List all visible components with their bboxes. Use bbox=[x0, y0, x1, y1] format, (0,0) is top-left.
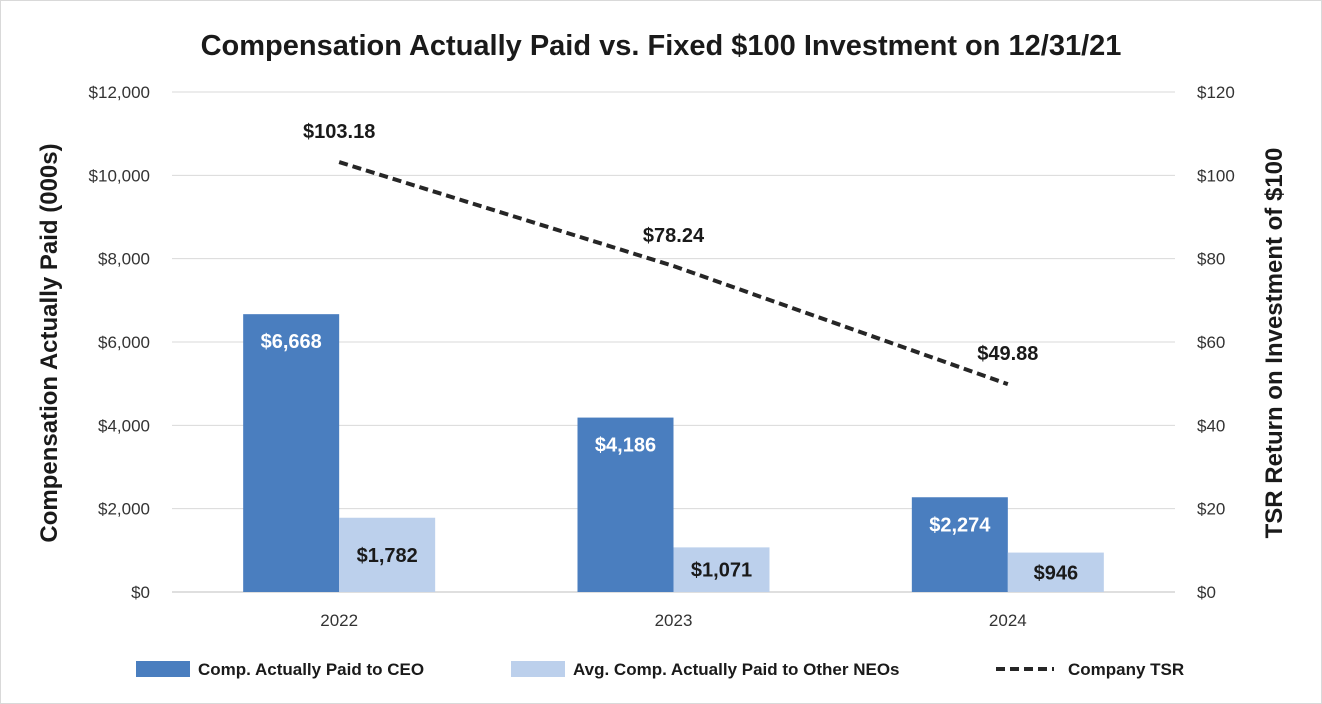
right-tick-label: $80 bbox=[1197, 250, 1225, 269]
right-tick-label: $100 bbox=[1197, 166, 1235, 185]
ceo-bar bbox=[911, 497, 1008, 592]
x-axis: 2022 2023 2024 bbox=[320, 611, 1026, 630]
right-tick-label: $120 bbox=[1197, 83, 1235, 102]
right-tick-label: $20 bbox=[1197, 500, 1225, 519]
x-tick-label: 2024 bbox=[989, 611, 1027, 630]
chart-title: Compensation Actually Paid vs. Fixed $10… bbox=[201, 30, 1122, 62]
ceo-bar-label: $2,274 bbox=[929, 514, 991, 536]
x-tick-label: 2022 bbox=[320, 611, 358, 630]
bars: $6,668 $1,782 $4,186 $1,071 $2,274 $946 bbox=[243, 314, 1104, 592]
neo-bar bbox=[1007, 552, 1104, 592]
tsr-data-label: $78.24 bbox=[643, 225, 705, 247]
legend-label: Company TSR bbox=[1068, 660, 1184, 679]
left-tick-label: $10,000 bbox=[89, 166, 150, 185]
right-axis: $0 $20 $40 $60 $80 $100 $120 bbox=[1197, 83, 1235, 602]
left-tick-label: $12,000 bbox=[89, 83, 150, 102]
right-tick-label: $0 bbox=[1197, 583, 1216, 602]
legend-label: Comp. Actually Paid to CEO bbox=[198, 660, 424, 679]
ceo-bar bbox=[243, 314, 340, 592]
tsr-line-path bbox=[338, 160, 1009, 387]
left-tick-label: $2,000 bbox=[98, 500, 150, 519]
right-axis-title: TSR Return on Investment of $100 bbox=[1261, 148, 1288, 539]
left-axis: $0 $2,000 $4,000 $6,000 $8,000 $10,000 $12,000 bbox=[89, 83, 150, 602]
tsr-data-label: $103.18 bbox=[303, 121, 375, 143]
legend-label: Avg. Comp. Actually Paid to Other NEOs bbox=[573, 660, 900, 679]
tsr-line: $103.18 $78.24 $49.88 bbox=[303, 121, 1038, 387]
left-axis-title: Compensation Actually Paid (000s) bbox=[36, 143, 63, 542]
legend: Comp. Actually Paid to CEO Avg. Comp. Act… bbox=[136, 660, 1184, 679]
ceo-bar bbox=[577, 417, 674, 592]
legend-swatch-neo bbox=[511, 661, 565, 677]
right-tick-label: $40 bbox=[1197, 416, 1225, 435]
left-tick-label: $4,000 bbox=[98, 416, 150, 435]
right-tick-label: $60 bbox=[1197, 333, 1225, 352]
neo-bar bbox=[339, 517, 436, 592]
left-tick-label: $6,000 bbox=[98, 333, 150, 352]
left-tick-label: $8,000 bbox=[98, 250, 150, 269]
ceo-bar-label: $6,668 bbox=[261, 331, 322, 353]
tsr-data-label: $49.88 bbox=[977, 343, 1038, 365]
neo-bar-label: $946 bbox=[1034, 562, 1079, 584]
ceo-bar-label: $4,186 bbox=[595, 435, 656, 457]
neo-bar-label: $1,782 bbox=[357, 545, 418, 567]
left-tick-label: $0 bbox=[131, 583, 150, 602]
legend-swatch-ceo bbox=[136, 661, 190, 677]
neo-bar-label: $1,071 bbox=[691, 560, 752, 582]
x-tick-label: 2023 bbox=[655, 611, 693, 630]
neo-bar bbox=[673, 547, 770, 592]
